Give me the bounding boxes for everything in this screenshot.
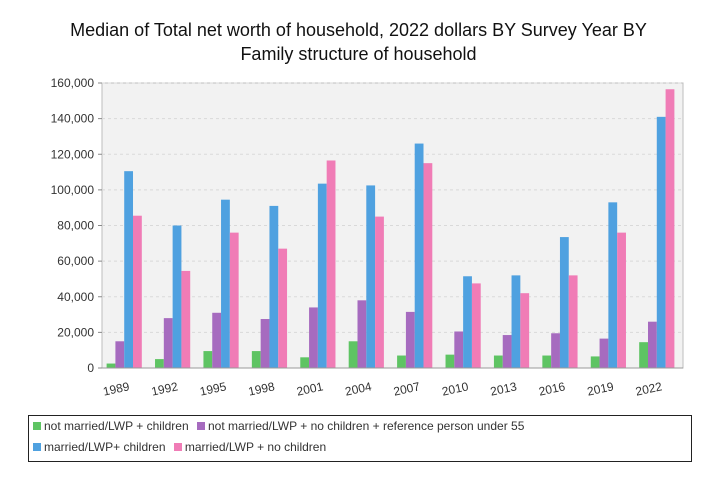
y-tick-label: 80,000 — [57, 219, 94, 233]
bar — [520, 293, 530, 368]
y-tick-label: 160,000 — [51, 76, 95, 90]
bar — [568, 275, 578, 368]
bar — [163, 318, 173, 368]
bar — [647, 321, 657, 368]
legend-row-1: not married/LWP + children not married/L… — [33, 419, 529, 435]
bar — [590, 356, 600, 368]
legend-item-married-no-children: married/LWP + no children — [173, 440, 327, 454]
bar — [397, 355, 406, 368]
legend-label-married-children: married/LWP+ children — [44, 440, 166, 454]
legend-swatch-not-married-children — [33, 422, 41, 430]
bar — [181, 270, 191, 368]
bar — [251, 351, 261, 368]
bar — [278, 248, 288, 368]
x-tick-label: 2016 — [537, 379, 566, 398]
bar — [221, 199, 230, 368]
x-tick-label: 2019 — [586, 379, 615, 398]
bar — [357, 300, 367, 368]
bar — [463, 276, 472, 368]
chart-title-line-2: Family structure of household — [240, 44, 477, 64]
chart-title: Median of Total net worth of household, … — [0, 18, 717, 66]
legend-swatch-married-children — [33, 443, 41, 451]
bar — [375, 216, 384, 368]
bar — [317, 183, 327, 368]
bar — [656, 116, 666, 368]
y-tick-label: 100,000 — [51, 183, 95, 197]
bar — [502, 335, 512, 368]
y-tick-label: 40,000 — [57, 290, 94, 304]
bar — [454, 331, 464, 368]
legend-label-not-married-children: not married/LWP + children — [44, 419, 189, 433]
bar — [493, 355, 503, 368]
bar — [542, 355, 552, 368]
bar — [559, 237, 569, 368]
legend-label-not-married-no-children: not married/LWP + no children + referenc… — [207, 419, 525, 433]
bar — [115, 341, 125, 368]
chart-legend: not married/LWP + children not married/L… — [28, 415, 692, 462]
legend-swatch-not-married-no-children — [196, 422, 205, 430]
y-tick-label: 120,000 — [51, 147, 95, 161]
x-tick-label: 2007 — [392, 379, 421, 398]
y-tick-label: 140,000 — [51, 112, 95, 126]
x-tick-label: 2004 — [344, 379, 373, 398]
bar — [133, 215, 142, 368]
legend-swatch-married-no-children — [173, 443, 182, 451]
x-tick-label: 1992 — [150, 379, 179, 398]
bar — [260, 319, 270, 368]
x-tick-label: 2013 — [489, 379, 518, 398]
bar — [300, 357, 310, 368]
x-tick-label: 2010 — [441, 379, 470, 398]
bar — [511, 275, 521, 368]
legend-item-married-children: married/LWP+ children — [33, 440, 166, 454]
bar — [414, 143, 424, 368]
bar — [172, 225, 182, 368]
bar — [155, 359, 164, 368]
bar — [445, 354, 455, 368]
y-tick-label: 0 — [87, 361, 94, 375]
bar — [106, 363, 116, 368]
bar — [599, 338, 609, 368]
x-tick-label: 2022 — [634, 379, 663, 398]
bar — [269, 205, 279, 368]
legend-label-married-no-children: married/LWP + no children — [184, 440, 327, 454]
y-tick-label: 20,000 — [57, 325, 94, 339]
bar — [639, 342, 648, 368]
x-tick-label: 1995 — [199, 379, 228, 398]
bar — [348, 341, 358, 368]
bar — [309, 307, 318, 368]
x-tick-label: 1989 — [102, 379, 131, 398]
y-tick-label: 60,000 — [57, 254, 94, 268]
legend-item-not-married-no-children: not married/LWP + no children + referenc… — [196, 419, 525, 433]
bar — [326, 160, 336, 368]
bar — [665, 89, 675, 368]
bar-chart: 160,000 140,000 120,000 100,000 80,000 60,000… — [51, 76, 684, 399]
bar — [608, 202, 618, 368]
legend-item-not-married-children: not married/LWP + children — [33, 419, 189, 433]
legend-row-2: married/LWP+ children married/LWP + no c… — [33, 440, 331, 456]
bar — [229, 232, 239, 368]
bar — [471, 283, 481, 368]
x-tick-label: 1998 — [247, 379, 276, 398]
bar — [203, 351, 213, 368]
bar — [617, 232, 626, 368]
bar — [212, 312, 222, 368]
bar — [551, 333, 560, 368]
bar — [405, 311, 415, 368]
bar — [423, 163, 433, 368]
bar — [366, 185, 376, 368]
x-tick-label: 2001 — [295, 379, 324, 398]
bar — [124, 171, 134, 368]
chart-title-line-1: Median of Total net worth of household, … — [70, 20, 647, 40]
